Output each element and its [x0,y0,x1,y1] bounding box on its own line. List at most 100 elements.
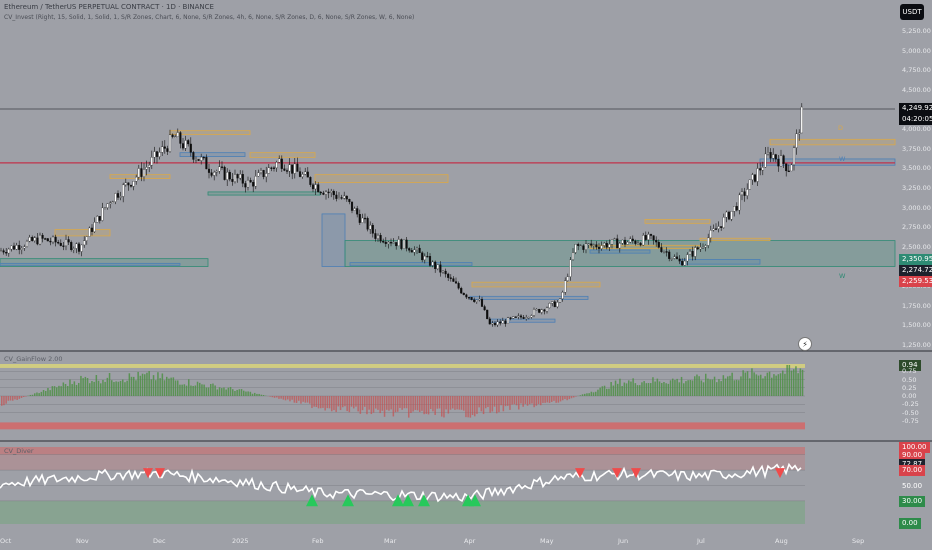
candle [12,245,16,250]
candle [122,184,125,197]
osc-bar [478,396,480,408]
candle [660,247,663,253]
candle [470,297,473,300]
osc-bar [214,385,216,396]
time-tick-label: Apr [464,537,476,545]
osc-bar [69,379,71,396]
currency-button[interactable]: USDT [900,4,924,20]
osc-bar [366,396,368,415]
candle [709,230,712,239]
candle [88,227,91,237]
candle [733,206,736,212]
rsi-pane-title[interactable]: CV_Diver [4,447,34,455]
candle [665,251,668,253]
candle [522,317,525,319]
candle [418,247,421,253]
level-price-label: 2,350.95 [899,254,932,265]
osc-bar [412,396,414,412]
osc-bar [551,396,553,402]
candle [246,179,250,188]
sr-zone-green [207,191,321,196]
osc-bar [573,396,575,398]
candle [610,239,614,245]
candle [681,260,684,266]
osc-bar [271,396,274,398]
osc-bar [548,396,551,403]
osc-bar [795,366,797,396]
candle [111,201,114,204]
candle [288,164,291,172]
candle [168,134,172,152]
symbol-title[interactable]: Ethereum / TetherUS PERPETUAL CONTRACT ·… [4,3,214,11]
osc-bar [16,396,18,400]
osc-bar [328,396,331,409]
sr-zone-support [349,262,473,267]
candle [540,309,543,313]
price-tick-label: 3,250.00 [902,184,931,192]
sr-zone-res [644,218,711,224]
candle [662,251,666,253]
candle [77,243,81,252]
candle [187,140,190,145]
candle [15,245,18,250]
candle [379,235,382,242]
osc-bar [185,385,188,396]
lightning-icon[interactable]: ⚡ [798,337,812,351]
osc-bar [100,383,102,396]
candle [145,167,148,170]
bullish-divergence-marker [306,494,318,507]
bearish-divergence-marker [631,468,641,479]
osc-bar [669,380,672,396]
osc-bar [689,380,692,396]
sr-zone-res [699,237,771,241]
sr-zone-green [0,258,209,267]
osc-bar [680,376,683,396]
time-tick-label: Jul [697,537,705,545]
osc-lower-band [0,422,805,430]
candle [116,193,120,198]
osc-bar [696,374,698,396]
candle [496,321,499,326]
osc-bar [469,396,472,418]
candle [800,106,803,134]
osc-bar [493,396,496,407]
osc-bar [141,373,144,396]
osc-bar [524,396,527,404]
candle [5,252,8,254]
osc-bar [652,377,654,396]
candle [460,288,463,294]
osc-bar [146,372,148,396]
osc-bar [38,393,40,396]
osc-bar [106,377,109,396]
osc-bar [31,394,34,396]
candle [631,238,634,241]
osc-bar [273,396,276,398]
osc-bar [623,382,626,396]
osc-bar [654,381,656,396]
osc-pane-title[interactable]: CV_GainFlow 2.00 [4,355,63,363]
candle [369,224,372,230]
osc-bar [601,386,604,396]
osc-bar [375,396,377,409]
indicator-legend[interactable]: CV_Invest (Right, 15, Solid, 1, Solid, 1… [4,14,415,21]
osc-bar [705,373,707,396]
time-tick-label: Mar [384,537,397,545]
candle [426,255,429,258]
price-tick-label: 5,250.00 [902,27,931,35]
osc-bar [115,381,117,396]
osc-bar [342,396,344,408]
osc-bar [471,396,474,416]
candle [59,242,62,246]
candle [226,171,229,180]
candle [51,236,55,243]
candle [545,307,549,312]
osc-bar [513,396,516,405]
osc-bar [788,364,791,396]
osc-bar [419,396,421,413]
osc-bar [546,396,549,403]
osc-bar [432,396,434,412]
osc-bar [711,379,714,396]
candle [608,244,611,248]
osc-bar [82,378,84,396]
